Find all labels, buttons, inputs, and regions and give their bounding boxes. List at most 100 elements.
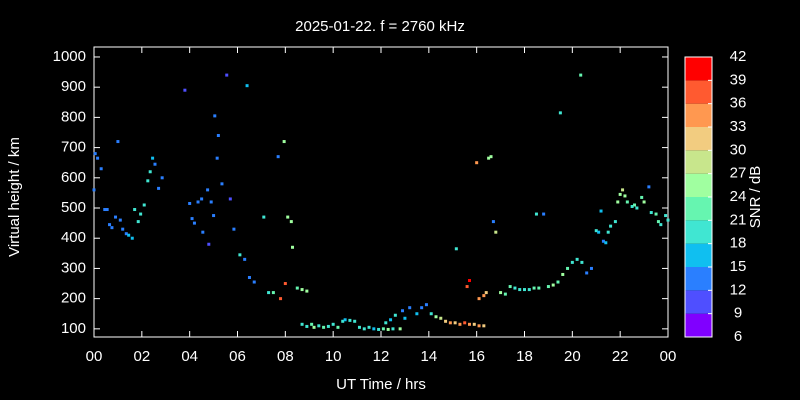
data-point	[503, 292, 507, 296]
colorbar-band	[685, 243, 712, 267]
data-point	[580, 260, 584, 264]
data-point	[444, 319, 448, 323]
data-point	[649, 211, 653, 215]
data-point	[341, 319, 345, 323]
data-point	[570, 260, 574, 264]
data-point	[429, 312, 433, 316]
data-point	[212, 214, 216, 218]
x-tick-label: 06	[229, 348, 246, 365]
data-point	[393, 313, 397, 317]
data-point	[127, 233, 131, 237]
data-point	[317, 324, 321, 328]
data-point	[377, 327, 381, 331]
data-point	[232, 227, 236, 231]
data-point	[532, 286, 536, 290]
data-point	[348, 318, 352, 322]
data-point	[238, 253, 242, 257]
data-point	[542, 212, 546, 216]
y-axis-label: Virtual height / km	[6, 137, 23, 257]
data-point	[215, 156, 219, 160]
data-point	[635, 206, 639, 210]
colorbar-label: SNR / dB	[747, 166, 764, 229]
y-tick-label: 200	[61, 290, 86, 307]
colorbar-band	[685, 80, 712, 104]
data-point	[157, 186, 161, 190]
data-point	[213, 114, 217, 118]
data-point	[477, 324, 481, 328]
y-tick-label: 300	[61, 259, 86, 276]
colorbar-band	[685, 103, 712, 127]
data-point	[99, 167, 103, 171]
data-point	[124, 232, 128, 236]
data-point	[609, 224, 613, 228]
colorbar-tick-label: 6	[734, 328, 742, 345]
colorbar-tick-label: 36	[730, 95, 747, 112]
data-point	[262, 215, 266, 219]
data-point	[589, 266, 593, 270]
data-point	[575, 257, 579, 261]
data-point	[523, 288, 526, 292]
data-point	[300, 322, 304, 326]
data-point	[151, 156, 155, 160]
data-point	[463, 321, 467, 325]
colorbar-band	[685, 290, 712, 314]
data-point	[640, 195, 644, 199]
data-point	[513, 286, 517, 290]
y-tick-label: 600	[61, 169, 86, 186]
data-point	[283, 282, 287, 286]
colorbar-tick-label: 9	[734, 305, 742, 322]
data-point	[434, 315, 438, 319]
data-point	[597, 230, 601, 234]
data-point	[200, 197, 204, 201]
data-point	[561, 272, 565, 276]
data-point	[386, 327, 390, 331]
colorbar-band	[685, 127, 712, 151]
colorbar-band	[685, 173, 712, 197]
data-point	[408, 306, 412, 310]
data-point	[130, 236, 134, 240]
data-point	[121, 227, 125, 231]
data-point	[472, 322, 476, 326]
colorbar-band	[685, 197, 712, 221]
data-point	[606, 230, 610, 234]
data-point	[276, 155, 280, 159]
data-point	[322, 325, 326, 329]
colorbar-tick-label: 27	[730, 165, 747, 182]
data-point	[271, 291, 275, 295]
data-point	[420, 306, 424, 310]
colorbar-tick-label: 42	[730, 48, 747, 65]
data-point	[518, 288, 522, 292]
data-point	[527, 288, 531, 292]
data-point	[190, 217, 194, 221]
data-point	[367, 325, 371, 329]
data-point	[133, 208, 137, 212]
x-tick-label: 04	[181, 348, 198, 365]
data-point	[391, 327, 395, 331]
data-point	[196, 200, 200, 204]
data-point	[566, 266, 570, 270]
data-point	[295, 286, 299, 290]
data-point	[403, 316, 407, 320]
data-point	[616, 200, 620, 204]
data-point	[489, 155, 493, 159]
data-point	[537, 286, 541, 290]
data-point	[499, 291, 503, 295]
data-point	[601, 239, 605, 243]
data-point	[282, 140, 286, 144]
colorbar-tick-label: 33	[730, 118, 747, 135]
data-point	[458, 322, 462, 326]
data-point	[642, 200, 646, 204]
data-point	[465, 285, 469, 289]
data-point	[286, 215, 290, 219]
colorbar-band	[685, 57, 712, 81]
data-point	[659, 223, 663, 227]
y-tick-label: 500	[61, 199, 86, 216]
data-point	[118, 218, 122, 222]
chart-title: 2025-01-22. f = 2760 kHz	[295, 18, 465, 35]
data-point	[108, 223, 112, 227]
data-point	[666, 218, 670, 222]
y-tick-label: 1000	[53, 48, 86, 65]
data-point	[467, 279, 471, 283]
data-point	[96, 156, 100, 160]
data-point	[331, 322, 335, 326]
